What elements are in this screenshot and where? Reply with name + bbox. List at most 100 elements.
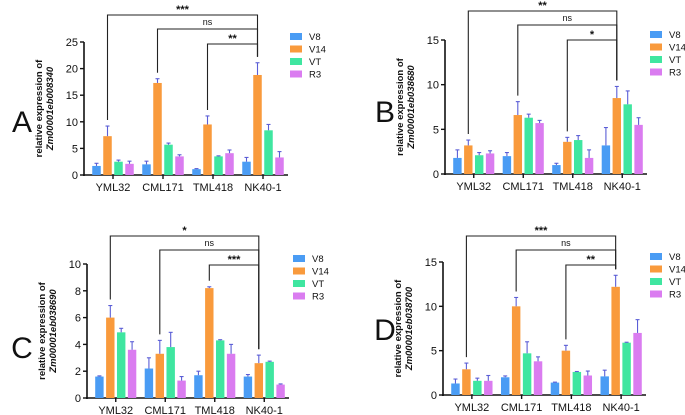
- bar-v14: [464, 145, 473, 174]
- x-tick-label: TML418: [553, 181, 593, 193]
- y-tick-label: 25: [66, 37, 78, 49]
- bar-v8: [243, 376, 253, 398]
- legend-swatch-v8: [650, 253, 662, 260]
- legend-swatch-v8: [293, 255, 305, 262]
- y-axis-label: relative expression of: [395, 57, 406, 156]
- significance-label: ns: [563, 13, 573, 23]
- bar-v14: [462, 369, 471, 395]
- panel-label: A: [12, 106, 32, 139]
- bar-v8: [242, 161, 251, 175]
- significance-label: **: [586, 254, 595, 266]
- bar-v8: [144, 368, 154, 398]
- x-tick-label: CML171: [142, 182, 184, 194]
- bar-v8: [92, 165, 101, 175]
- bar-vt: [473, 380, 482, 395]
- panel-label: C: [11, 332, 33, 365]
- significance-label: *: [182, 225, 187, 237]
- panel-label: D: [374, 314, 396, 347]
- x-tick-label: TML418: [551, 402, 591, 414]
- y-tick-label: 2: [75, 366, 81, 378]
- bar-vt: [573, 140, 583, 174]
- bar-r3: [225, 153, 234, 175]
- y-axis-gene-label: Zm00001eb038690: [48, 289, 59, 374]
- x-tick-label: TML418: [195, 405, 235, 415]
- bar-r3: [584, 157, 594, 174]
- bar-vt: [622, 342, 631, 395]
- bar-v14: [155, 353, 165, 398]
- legend-label-v14: V14: [669, 265, 685, 276]
- significance-bracket: [467, 10, 618, 135]
- y-tick-label: 0: [75, 393, 81, 405]
- bar-v8: [600, 376, 609, 395]
- significance-bracket: [566, 39, 618, 132]
- bar-vt: [214, 156, 223, 175]
- legend-label-v8: V8: [309, 32, 321, 43]
- bar-v14: [611, 286, 620, 395]
- bar-v14: [511, 306, 521, 395]
- y-axis-gene-label: Zm00001eb038680: [406, 65, 417, 150]
- bar-v14: [205, 288, 214, 398]
- legend-swatch-vt: [290, 58, 302, 65]
- legend-label-v8: V8: [669, 30, 681, 41]
- legend-swatch-r3: [290, 70, 302, 78]
- bar-v14: [153, 82, 162, 175]
- bar-v8: [502, 156, 512, 174]
- bar-r3: [127, 349, 137, 398]
- bar-r3: [633, 332, 642, 395]
- bar-vt: [572, 371, 582, 395]
- y-tick-label: 5: [433, 124, 439, 136]
- legend-swatch-r3: [650, 68, 662, 76]
- legend-label-v8: V8: [669, 252, 681, 263]
- bar-v14: [253, 74, 262, 175]
- y-tick-label: 5: [431, 346, 437, 358]
- bar-v8: [194, 375, 203, 398]
- legend-swatch-v14: [293, 267, 305, 275]
- y-tick-label: 0: [72, 170, 78, 182]
- bar-vt: [623, 104, 632, 174]
- bar-r3: [535, 123, 544, 174]
- bar-v8: [95, 376, 104, 398]
- significance-label: *: [590, 29, 595, 41]
- x-tick-label: CML171: [502, 181, 544, 193]
- legend-swatch-v14: [650, 43, 662, 51]
- bar-v14: [612, 98, 622, 174]
- bar-r3: [275, 157, 284, 175]
- y-tick-label: 20: [66, 64, 78, 76]
- y-tick-label: 4: [75, 339, 81, 351]
- y-tick-label: 6: [75, 313, 81, 325]
- y-axis-label: relative expression of: [34, 59, 45, 158]
- x-tick-label: NK40-1: [244, 182, 281, 194]
- bar-vt: [215, 340, 225, 398]
- significance-label: ***: [228, 254, 242, 266]
- x-tick-label: YML32: [456, 181, 491, 193]
- legend-label-vt: VT: [669, 55, 681, 66]
- legend-swatch-vt: [293, 280, 305, 287]
- bar-v8: [192, 169, 201, 175]
- bar-r3: [177, 380, 186, 398]
- significance-label: **: [228, 33, 237, 45]
- bar-v8: [500, 377, 510, 395]
- y-tick-label: 15: [425, 257, 437, 269]
- y-tick-label: 10: [69, 259, 81, 271]
- bar-r3: [226, 353, 236, 398]
- legend-label-vt: VT: [309, 57, 321, 68]
- bar-v8: [453, 157, 462, 174]
- significance-label: ***: [176, 4, 190, 16]
- significance-bracket: [206, 43, 259, 110]
- legend-label-v8: V8: [312, 254, 324, 265]
- legend-label-r3: R3: [669, 290, 681, 301]
- significance-bracket: [106, 14, 259, 121]
- bar-vt: [114, 161, 123, 175]
- bar-vt: [166, 347, 175, 398]
- x-tick-label: TML418: [193, 182, 233, 194]
- x-tick-label: YML32: [98, 405, 133, 415]
- bar-vt: [264, 130, 273, 175]
- y-tick-label: 15: [66, 90, 78, 102]
- bar-v8: [142, 164, 151, 175]
- legend-label-vt: VT: [312, 279, 324, 290]
